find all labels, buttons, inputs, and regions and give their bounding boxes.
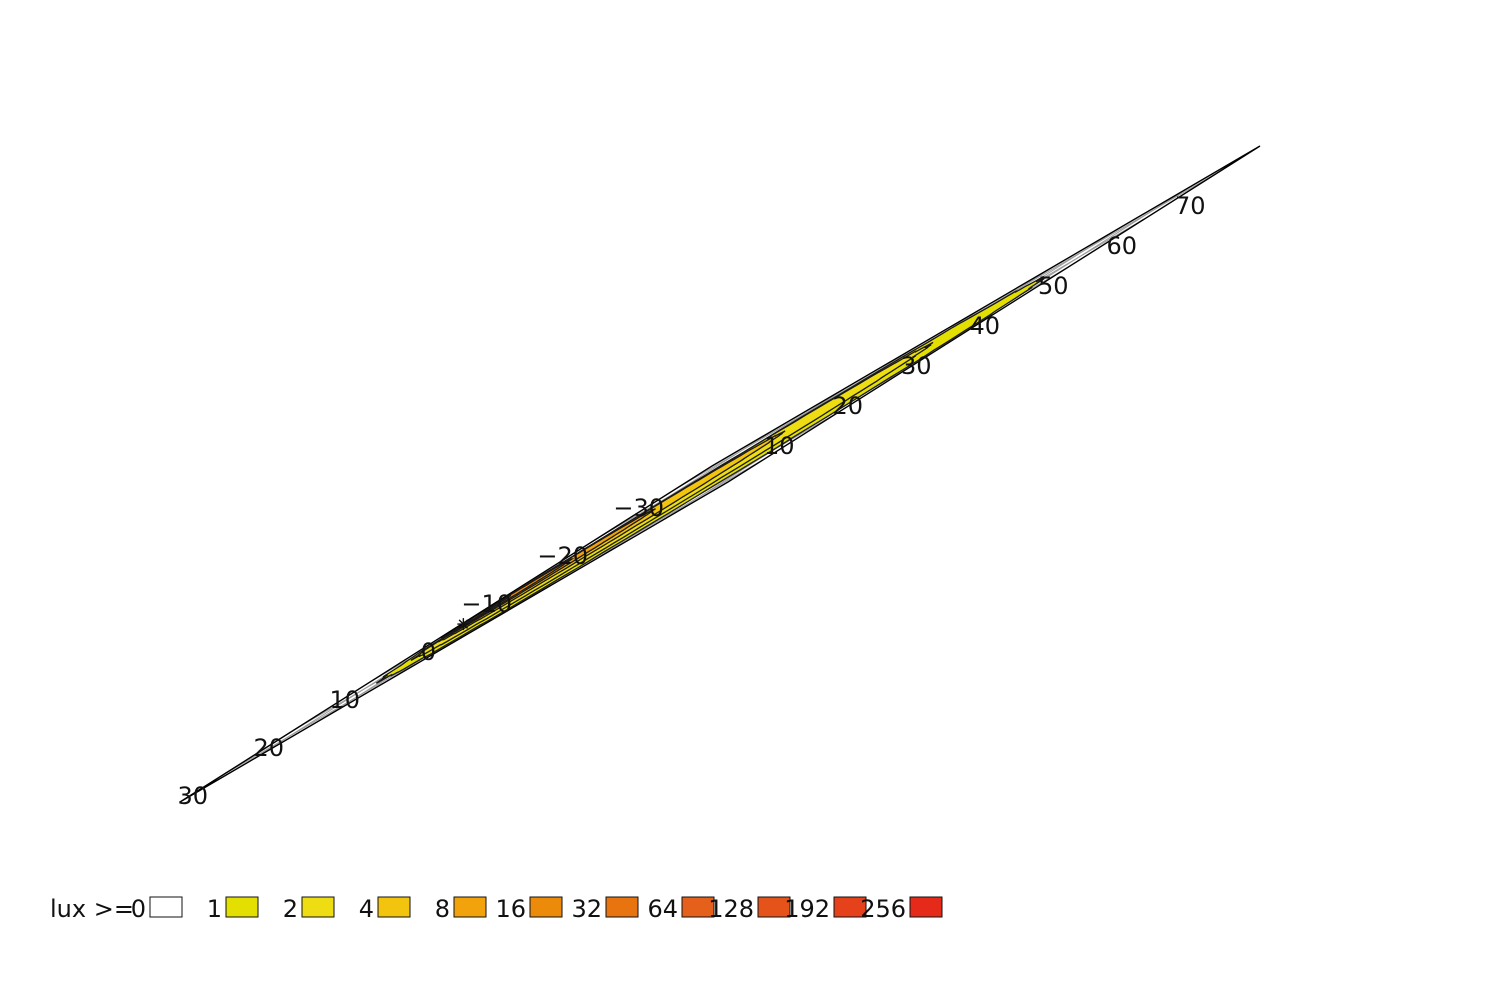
legend: lux >= 0 1 2 4 8 16 32 64 128 192 256 <box>50 895 943 923</box>
legend-swatch-4 <box>377 896 411 918</box>
legend-prefix: lux >= <box>50 895 134 923</box>
floor-outline <box>179 145 1261 803</box>
legend-swatch-8 <box>453 896 487 918</box>
y-tick-label: 20 <box>832 392 863 420</box>
x-tick-label: −20 <box>537 542 588 570</box>
legend-label-192: 192 <box>784 895 830 923</box>
x-tick-label: 0 <box>421 638 436 666</box>
legend-swatch-0 <box>149 896 183 918</box>
y-axis-ticks: 10 20 30 40 50 60 70 <box>764 192 1206 460</box>
y-tick-label: 50 <box>1038 272 1069 300</box>
y-tick-label: 30 <box>901 352 932 380</box>
legend-label-1: 1 <box>207 895 222 923</box>
legend-label-4: 4 <box>359 895 374 923</box>
legend-label-32: 32 <box>571 895 602 923</box>
legend-swatch-128 <box>757 896 791 918</box>
legend-label-0: 0 <box>131 895 146 923</box>
legend-swatch-2 <box>301 896 335 918</box>
y-tick-label: 10 <box>764 432 795 460</box>
legend-swatch-1 <box>225 896 259 918</box>
legend-label-16: 16 <box>495 895 526 923</box>
x-axis-ticks: −30 −20 −10 0 10 20 30 <box>177 494 664 810</box>
legend-swatch-64 <box>681 896 715 918</box>
legend-label-128: 128 <box>708 895 754 923</box>
x-tick-label: 10 <box>329 686 360 714</box>
legend-label-2: 2 <box>283 895 298 923</box>
legend-swatch-32 <box>605 896 639 918</box>
legend-label-256: 256 <box>860 895 906 923</box>
y-tick-label: 60 <box>1106 232 1137 260</box>
legend-swatch-256 <box>909 896 943 918</box>
isolux-contours <box>375 276 1046 684</box>
legend-label-8: 8 <box>435 895 450 923</box>
source-marker-stroke <box>458 619 469 629</box>
x-tick-label: −10 <box>461 590 512 618</box>
x-tick-label: 30 <box>177 782 208 810</box>
x-tick-label: −30 <box>613 494 664 522</box>
plot-frame <box>179 145 1261 803</box>
y-tick-label: 70 <box>1175 192 1206 220</box>
x-tick-label: 20 <box>253 734 284 762</box>
y-tick-label: 40 <box>969 312 1000 340</box>
light-source-marker <box>457 618 470 631</box>
legend-label-64: 64 <box>647 895 678 923</box>
legend-swatch-16 <box>529 896 563 918</box>
legend-swatch-192 <box>833 896 867 918</box>
